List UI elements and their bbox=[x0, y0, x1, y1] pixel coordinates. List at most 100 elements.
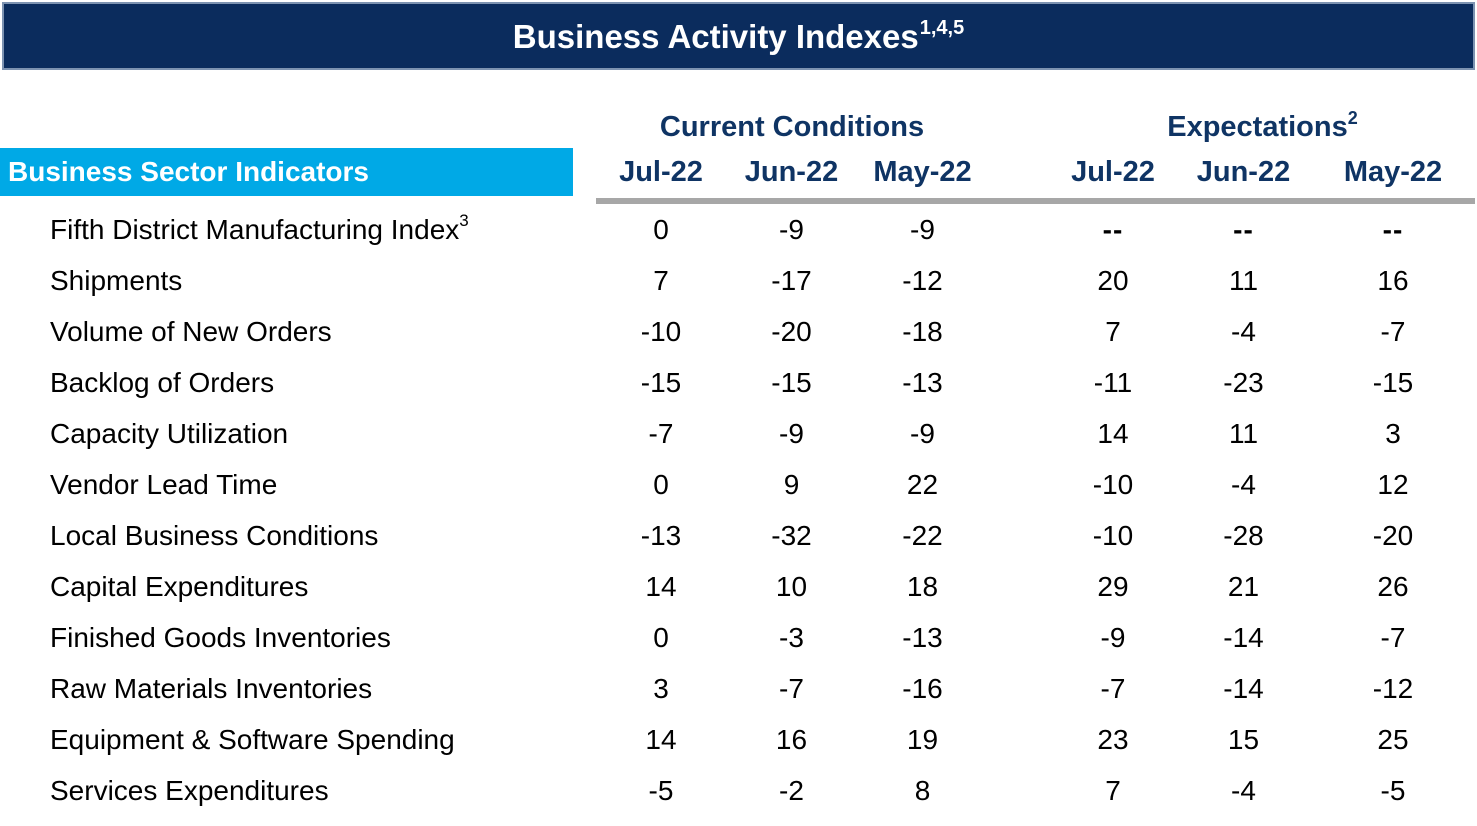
value-cell-current-may-22: -12 bbox=[902, 264, 943, 296]
value-cell-expectations-may-22: -7 bbox=[1380, 315, 1406, 347]
value-cell-expectations-jul-22: -9 bbox=[1100, 621, 1126, 653]
table-body: Fifth District Manufacturing Index3 0 -9 -9… bbox=[0, 204, 1477, 816]
group-header-current-conditions: Current Conditions bbox=[659, 110, 925, 143]
row-label: Local Business Conditions bbox=[50, 519, 379, 551]
col-header-current-jul22: Jul-22 bbox=[619, 155, 703, 188]
col-header-expect-jun22: Jun-22 bbox=[1196, 155, 1291, 188]
table-row: Raw Materials Inventories 3 -7 -16 -7 -14 -12 bbox=[0, 663, 1477, 714]
value-cell-expectations-jun-22: 11 bbox=[1228, 417, 1259, 449]
value-cell-expectations-may-22: 3 bbox=[1385, 417, 1401, 449]
value-cell-current-jun-22: 9 bbox=[783, 468, 800, 500]
value-cell-current-jul-22: 14 bbox=[645, 570, 677, 602]
value-cell-current-may-22: -9 bbox=[910, 417, 935, 449]
row-label: Shipments bbox=[50, 264, 183, 296]
row-label: Vendor Lead Time bbox=[50, 468, 278, 500]
value-cell-expectations-may-22: -12 bbox=[1372, 672, 1414, 704]
value-cell-expectations-jul-22: -10 bbox=[1092, 519, 1134, 551]
value-cell-expectations-may-22: -5 bbox=[1380, 774, 1406, 806]
group-header-expectations: Expectations2 bbox=[1167, 107, 1358, 143]
value-cell-expectations-jul-22: 20 bbox=[1097, 264, 1129, 296]
value-cell-expectations-jul-22: -7 bbox=[1100, 672, 1126, 704]
header-divider-rule bbox=[596, 198, 1475, 204]
table-row: Capacity Utilization -7 -9 -9 14 11 3 bbox=[0, 408, 1477, 459]
value-cell-current-jun-22: 10 bbox=[775, 570, 808, 602]
value-cell-expectations-jul-22: -- bbox=[1102, 213, 1124, 245]
value-cell-expectations-jun-22: -28 bbox=[1223, 519, 1264, 551]
table-row: Fifth District Manufacturing Index3 0 -9 -9… bbox=[0, 204, 1477, 255]
value-cell-expectations-jun-22: 11 bbox=[1228, 264, 1259, 296]
row-label: Services Expenditures bbox=[50, 774, 329, 806]
row-footnote-marker: 3 bbox=[459, 211, 469, 231]
value-cell-current-jul-22: 0 bbox=[653, 621, 669, 653]
value-cell-expectations-may-22: 12 bbox=[1377, 468, 1409, 500]
table-row: Shipments 7 -17 -12 20 11 16 bbox=[0, 255, 1477, 306]
value-cell-expectations-jun-22: 15 bbox=[1227, 723, 1260, 755]
group-header-row: Current Conditions Expectations2 bbox=[0, 106, 1477, 148]
col-header-current-jun22: Jun-22 bbox=[744, 155, 839, 188]
value-cell-current-jul-22: -15 bbox=[640, 366, 682, 398]
row-label: Fifth District Manufacturing Index3 bbox=[50, 211, 469, 245]
value-cell-current-may-22: 8 bbox=[914, 774, 931, 806]
value-cell-current-jun-22: -3 bbox=[779, 621, 804, 653]
table-row: Services Expenditures -5 -2 8 7 -4 -5 bbox=[0, 765, 1477, 816]
value-cell-current-jun-22: -7 bbox=[779, 672, 804, 704]
value-cell-expectations-jun-22: -14 bbox=[1223, 621, 1264, 653]
title-bar: Business Activity Indexes1,4,5 bbox=[2, 2, 1475, 70]
value-cell-current-may-22: -22 bbox=[902, 519, 943, 551]
value-cell-current-may-22: -16 bbox=[902, 672, 943, 704]
value-cell-expectations-may-22: 25 bbox=[1377, 723, 1409, 755]
value-cell-current-jul-22: 3 bbox=[653, 672, 669, 704]
page-title: Business Activity Indexes1,4,5 bbox=[512, 16, 965, 55]
value-cell-current-jun-22: -9 bbox=[779, 417, 804, 449]
value-cell-current-jul-22: -5 bbox=[648, 774, 674, 806]
value-cell-current-jul-22: -10 bbox=[640, 315, 682, 347]
value-cell-expectations-may-22: 26 bbox=[1377, 570, 1409, 602]
value-cell-expectations-jun-22: -4 bbox=[1231, 774, 1256, 806]
value-cell-expectations-jun-22: 21 bbox=[1227, 570, 1260, 602]
value-cell-expectations-may-22: -- bbox=[1382, 213, 1404, 245]
table-row: Backlog of Orders -15 -15 -13 -11 -23 -15 bbox=[0, 357, 1477, 408]
value-cell-expectations-jun-22: -- bbox=[1233, 213, 1254, 245]
value-cell-current-jun-22: -9 bbox=[779, 213, 804, 245]
value-cell-expectations-may-22: -7 bbox=[1380, 621, 1406, 653]
col-header-current-may22: May-22 bbox=[873, 155, 972, 188]
value-cell-current-jun-22: -20 bbox=[771, 315, 812, 347]
value-cell-expectations-jun-22: -4 bbox=[1231, 468, 1256, 500]
column-header-row: Business Sector Indicators Jul-22 Jun-22… bbox=[0, 148, 1477, 196]
value-cell-current-jun-22: -15 bbox=[771, 366, 812, 398]
value-cell-current-may-22: -13 bbox=[902, 621, 943, 653]
value-cell-expectations-jul-22: 7 bbox=[1105, 315, 1121, 347]
value-cell-current-may-22: -18 bbox=[902, 315, 943, 347]
col-header-expect-may22: May-22 bbox=[1343, 155, 1443, 188]
row-label: Capacity Utilization bbox=[50, 417, 289, 449]
table-row: Equipment & Software Spending 14 16 19 23 15 2… bbox=[0, 714, 1477, 765]
sector-header-label: Business Sector Indicators bbox=[8, 156, 370, 187]
value-cell-expectations-jul-22: 23 bbox=[1097, 723, 1129, 755]
value-cell-expectations-jul-22: 14 bbox=[1097, 417, 1129, 449]
value-cell-expectations-jun-22: -14 bbox=[1223, 672, 1264, 704]
value-cell-expectations-may-22: -15 bbox=[1372, 366, 1414, 398]
col-header-expect-jul22: Jul-22 bbox=[1071, 155, 1155, 188]
value-cell-current-jul-22: 0 bbox=[653, 468, 669, 500]
row-label: Finished Goods Inventories bbox=[50, 621, 391, 653]
business-activity-table: Current Conditions Expectations2 Busines… bbox=[0, 106, 1477, 816]
value-cell-current-jun-22: -32 bbox=[771, 519, 812, 551]
row-label: Equipment & Software Spending bbox=[50, 723, 455, 755]
row-label: Raw Materials Inventories bbox=[50, 672, 373, 704]
title-footnote-marker: 1,4,5 bbox=[919, 16, 965, 39]
value-cell-expectations-jul-22: -10 bbox=[1092, 468, 1134, 500]
table-row: Volume of New Orders -10 -20 -18 7 -4 -7 bbox=[0, 306, 1477, 357]
value-cell-current-may-22: 18 bbox=[906, 570, 939, 602]
row-label: Backlog of Orders bbox=[50, 366, 275, 398]
value-cell-current-may-22: -9 bbox=[910, 213, 935, 245]
table-row: Vendor Lead Time 0 9 22 -10 -4 12 bbox=[0, 459, 1477, 510]
value-cell-current-jul-22: 14 bbox=[645, 723, 677, 755]
expectations-footnote-marker: 2 bbox=[1347, 107, 1358, 128]
table-row: Local Business Conditions -13 -32 -22 -10 -28… bbox=[0, 510, 1477, 561]
value-cell-current-jul-22: -13 bbox=[640, 519, 682, 551]
value-cell-current-jun-22: -17 bbox=[771, 264, 812, 296]
value-cell-expectations-jul-22: -11 bbox=[1093, 366, 1133, 398]
value-cell-expectations-jul-22: 7 bbox=[1105, 774, 1121, 806]
value-cell-current-jun-22: -2 bbox=[779, 774, 804, 806]
table-row: Finished Goods Inventories 0 -3 -13 -9 -14 -7 bbox=[0, 612, 1477, 663]
